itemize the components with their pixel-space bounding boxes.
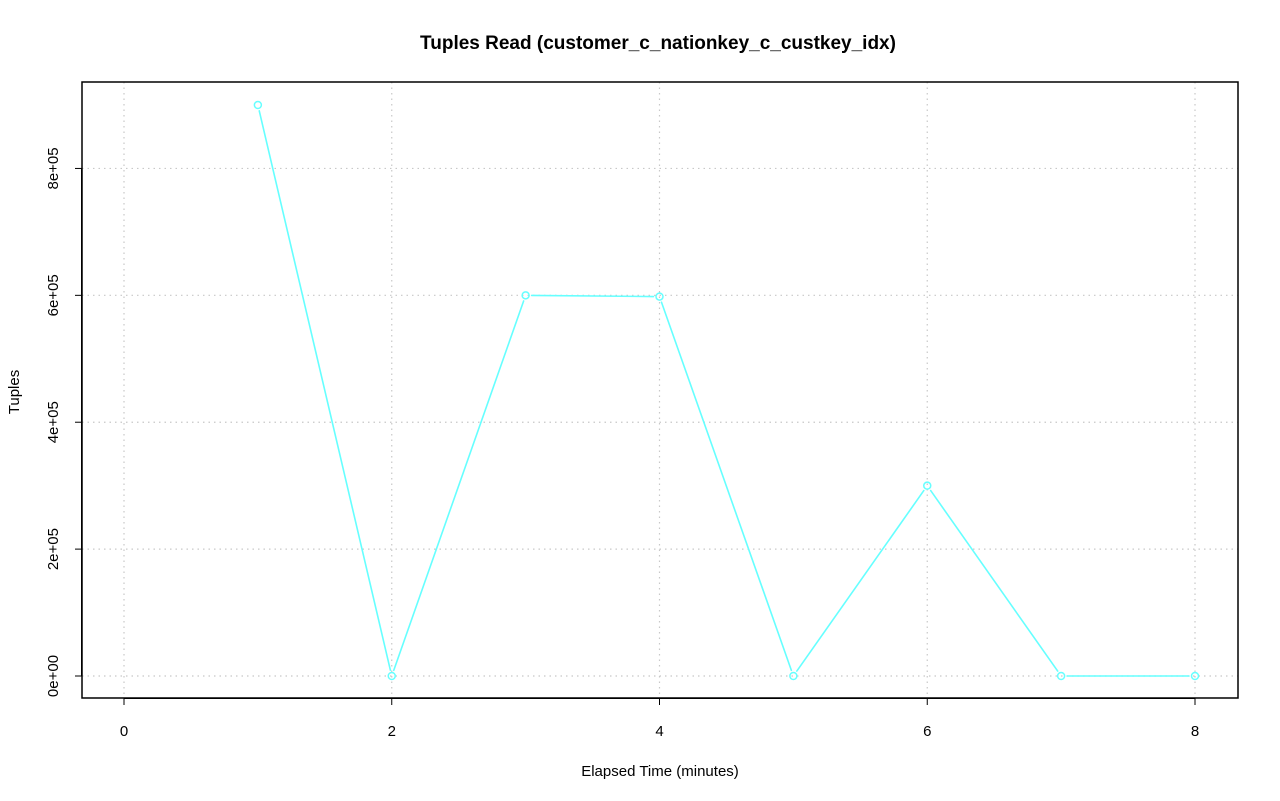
data-point [655,292,664,301]
series-line-segment [660,301,793,672]
series-line-segment [258,110,392,671]
x-tick-label: 4 [655,723,663,740]
data-point [521,291,530,300]
data-point [253,100,263,110]
data-point [1190,671,1200,681]
grid-lines [82,82,1238,698]
y-tick-label: 0e+00 [45,655,62,697]
data-point [789,671,798,681]
chart-title: Tuples Read (customer_c_nationkey_c_cust… [420,33,896,54]
y-tick-label: 2e+05 [45,528,62,570]
x-tick-label: 2 [388,723,396,740]
x-axis: 0 2 4 6 8 [120,698,1199,740]
y-tick-label: 6e+05 [45,274,62,316]
series-line-segment [796,489,925,672]
series-line-segment [929,489,1059,672]
y-axis: 0e+00 2e+05 4e+05 6e+05 8e+05 [45,147,82,697]
data-point [923,481,932,490]
x-tick-label: 6 [923,723,931,740]
y-axis-label: Tuples [6,370,23,414]
data-point [1056,671,1066,681]
x-axis-label: Elapsed Time (minutes) [581,763,739,780]
series-line-segment [530,294,655,298]
x-tick-label: 0 [120,723,128,740]
data-point [387,671,396,681]
x-tick-label: 8 [1191,723,1199,740]
series-line-segment [392,300,525,672]
y-tick-label: 8e+05 [45,147,62,189]
y-tick-label: 4e+05 [45,401,62,443]
series-layer [253,100,1200,681]
